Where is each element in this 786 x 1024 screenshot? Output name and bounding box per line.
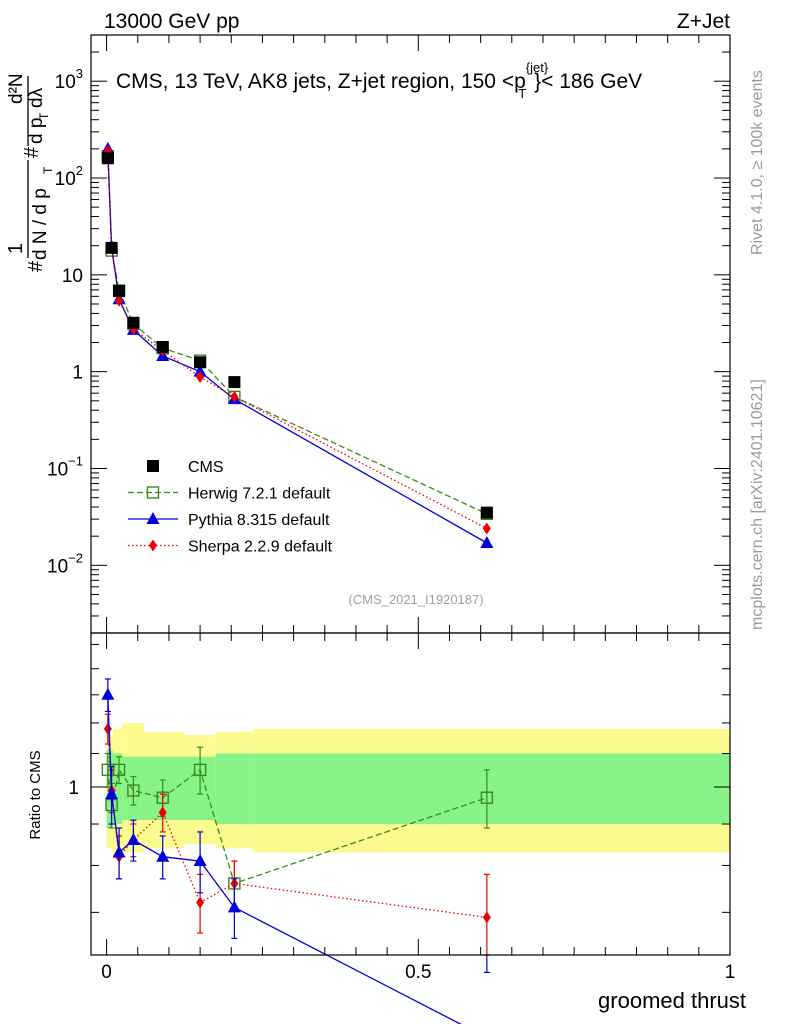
y-tick-label: 10 [62, 266, 83, 287]
ratio-uncertainty-bands [106, 722, 730, 857]
ratio-plot-panel: 1 0 0.5 1 [68, 632, 735, 1024]
green-band-bin [112, 753, 123, 825]
ratio-series-line [107, 694, 462, 1024]
ylabel-hash: # [25, 260, 47, 272]
analysis-watermark: (CMS_2021_I1920187) [348, 592, 483, 607]
ratio-data-point [193, 854, 207, 867]
ylabel-denominator-subscript: T [41, 166, 55, 174]
y-tick-label: 102 [55, 163, 83, 190]
x-tick-label: 0 [101, 962, 112, 983]
green-band-bin [215, 753, 254, 825]
series-line [107, 156, 488, 515]
ratio-data-point [126, 833, 140, 846]
data-point [480, 536, 494, 549]
data-point [228, 376, 241, 389]
ratio-data-point [482, 911, 491, 924]
main-x-axis-ticks [106, 35, 731, 633]
legend-item: Pythia 8.315 default [128, 512, 330, 529]
legend-label: Herwig 7.2.1 default [188, 486, 331, 503]
legend-marker [146, 486, 160, 499]
ratio-y-tick-label: 1 [68, 778, 79, 799]
legend-label: Sherpa 2.2.9 default [188, 539, 333, 556]
legend-label: Pythia 8.315 default [188, 512, 330, 529]
plot-title-main: CMS, 13 TeV, AK8 jets, Z+jet region, 150… [116, 70, 526, 93]
plot-title: CMS, 13 TeV, AK8 jets, Z+jet region, 150… [116, 60, 642, 101]
ylabel-dp: d p [26, 118, 47, 144]
legend-marker [147, 460, 159, 472]
ratio-data-point [227, 900, 241, 913]
main-plot-frame [90, 34, 731, 634]
ratio-data-point [103, 722, 112, 735]
data-point [127, 316, 140, 329]
plot-title-tail: }< 186 GeV [534, 70, 642, 93]
data-point [105, 241, 118, 254]
header-left: 13000 GeV pp [104, 10, 239, 33]
ylabel-dp-subscript: T [37, 112, 51, 120]
data-point [156, 340, 169, 353]
ylabel-numerator-hash: # [21, 146, 43, 158]
legend-item: Sherpa 2.2.9 default [128, 539, 333, 556]
y-tick-label: 10−2 [47, 550, 83, 577]
x-axis-label: groomed thrust [598, 988, 746, 1013]
y-tick-label: 10−1 [47, 453, 83, 480]
ratio-data-point [156, 849, 170, 862]
green-band-bin [253, 753, 730, 825]
ylabel-one: 1 [5, 243, 27, 254]
legend-item: Herwig 7.2.1 default [128, 486, 331, 503]
series-line [107, 150, 488, 530]
data-point [482, 522, 491, 535]
plot-title-subscript: T [518, 86, 526, 101]
ratio-data-point [480, 791, 494, 804]
y-tick-label: 103 [55, 66, 83, 93]
main-plot-panel: 10−2 10−1 1 10 102 103 [47, 34, 731, 634]
x-tick-label: 1 [725, 962, 736, 983]
legend-item: CMS [147, 459, 224, 476]
data-point [480, 506, 493, 519]
data-point [193, 364, 207, 377]
data-point [115, 294, 124, 307]
ratio-y-axis-label: Ratio to CMS [27, 750, 44, 839]
ratio-data-point [196, 896, 205, 909]
mcplots-citation-label: mcplots.cern.ch [arXiv:2401.10621] [749, 379, 766, 630]
main-y-axis: 10−2 10−1 1 10 102 103 [47, 34, 730, 634]
ylabel-dlambda: dλ [26, 87, 47, 108]
ratio-x-axis: 0 0.5 1 [101, 633, 735, 983]
main-y-axis-label: # 1 d N / d p T # d p T dλ d²N [5, 73, 55, 272]
main-plot-marks [101, 141, 494, 549]
data-point [196, 371, 205, 384]
legend: CMS Herwig 7.2.1 default Pythia 8.315 defa… [128, 459, 333, 556]
ylabel-d2n: d²N [6, 73, 27, 104]
rivet-version-label: Rivet 4.1.0, ≥ 100k events [749, 70, 766, 255]
ratio-data-point [101, 687, 115, 700]
data-point [113, 285, 126, 298]
ratio-plot-marks [101, 678, 494, 1024]
legend-marker [146, 512, 160, 524]
ratio-data-point [112, 845, 126, 858]
ratio-y-axis: 1 [68, 644, 730, 913]
ratio-data-point [105, 787, 119, 800]
x-tick-label: 0.5 [405, 962, 431, 983]
data-point [230, 390, 239, 403]
y-tick-label: 1 [72, 363, 83, 384]
plot-title-superscript: {jet} [526, 60, 549, 75]
header-right: Z+Jet [677, 10, 730, 33]
legend-label: CMS [188, 459, 224, 476]
ratio-data-point [158, 806, 167, 819]
ratio-data-point [193, 763, 207, 777]
ratio-data-point [127, 784, 140, 797]
ratio-plot-frame [90, 632, 731, 956]
data-point [194, 356, 207, 369]
data-point [101, 152, 114, 165]
legend-marker [149, 539, 157, 552]
ylabel-denominator: d N / d p [30, 188, 51, 260]
